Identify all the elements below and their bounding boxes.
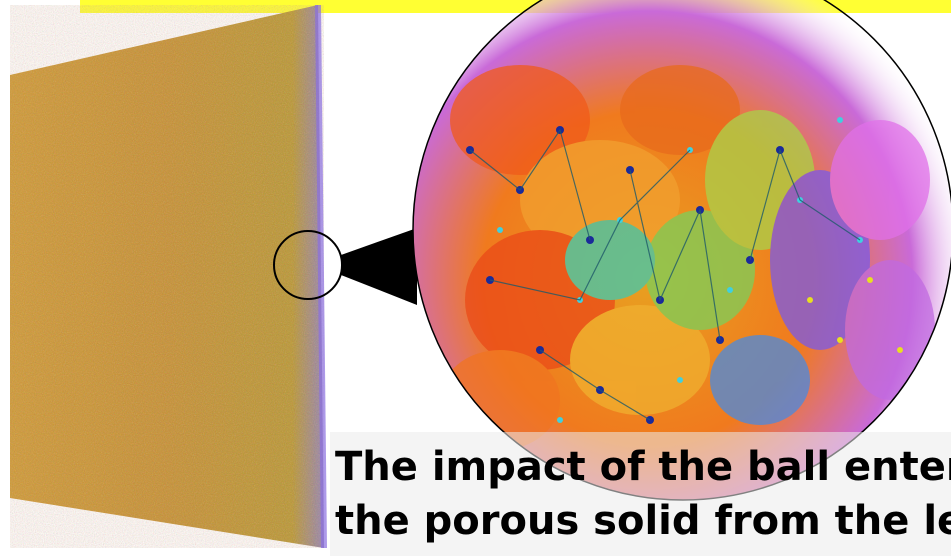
caption: The impact of the ball entering the poro…	[335, 440, 951, 548]
porous-slab	[10, 4, 327, 549]
caption-line-2: the porous solid from the left	[335, 498, 951, 544]
caption-line-1: The impact of the ball entering	[335, 444, 951, 490]
zoom-connector-wedge	[341, 228, 417, 305]
caption-background	[330, 432, 951, 556]
zoomed-view	[413, 0, 951, 500]
